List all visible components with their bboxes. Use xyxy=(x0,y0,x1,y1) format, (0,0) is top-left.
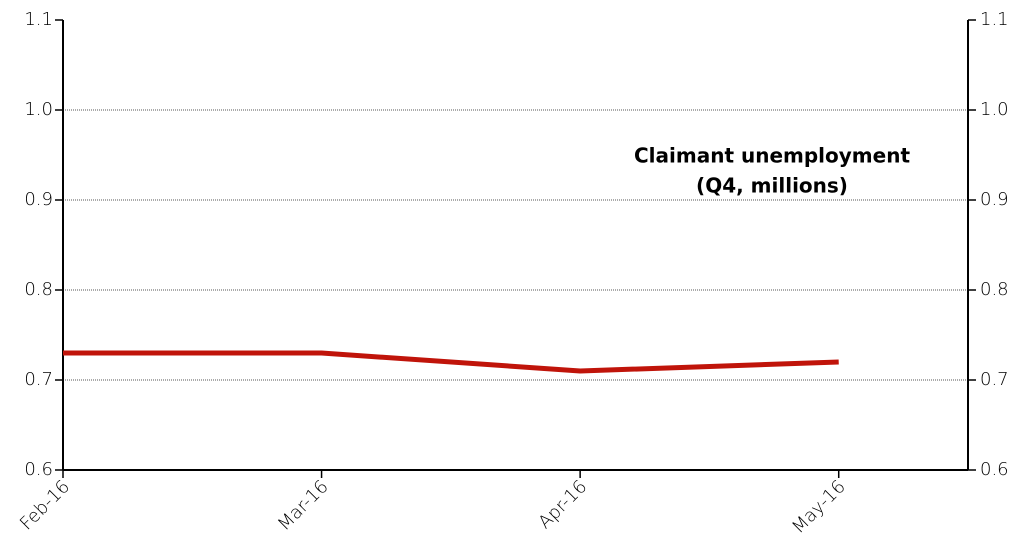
y2-tick-label: 0.7 xyxy=(980,369,1009,390)
y-tick-label: 1.0 xyxy=(24,99,53,120)
y2-tick-label: 1.0 xyxy=(980,99,1009,120)
annotation: (Q4, millions) xyxy=(696,174,848,198)
y-tick-label: 0.9 xyxy=(24,189,53,210)
y-tick-label: 0.8 xyxy=(24,279,53,300)
x-tick-label: Feb-16 xyxy=(16,476,74,534)
line xyxy=(63,350,839,374)
y-tick-label: 0.6 xyxy=(24,459,53,480)
y2-tick-label: 0.6 xyxy=(980,459,1009,480)
y-tick-label: 1.1 xyxy=(24,9,53,30)
x-tick-label: Apr-16 xyxy=(534,476,591,533)
y2-tick-label: 0.9 xyxy=(980,189,1009,210)
y2-tick-label: 1.1 xyxy=(980,9,1009,30)
x-tick-label: Mar-16 xyxy=(274,476,333,535)
y2-tick-label: 0.8 xyxy=(980,279,1009,300)
annotation: Claimant unemployment xyxy=(634,144,910,168)
y-tick-label: 0.7 xyxy=(24,369,53,390)
x-tick-label: May-16 xyxy=(788,476,850,538)
